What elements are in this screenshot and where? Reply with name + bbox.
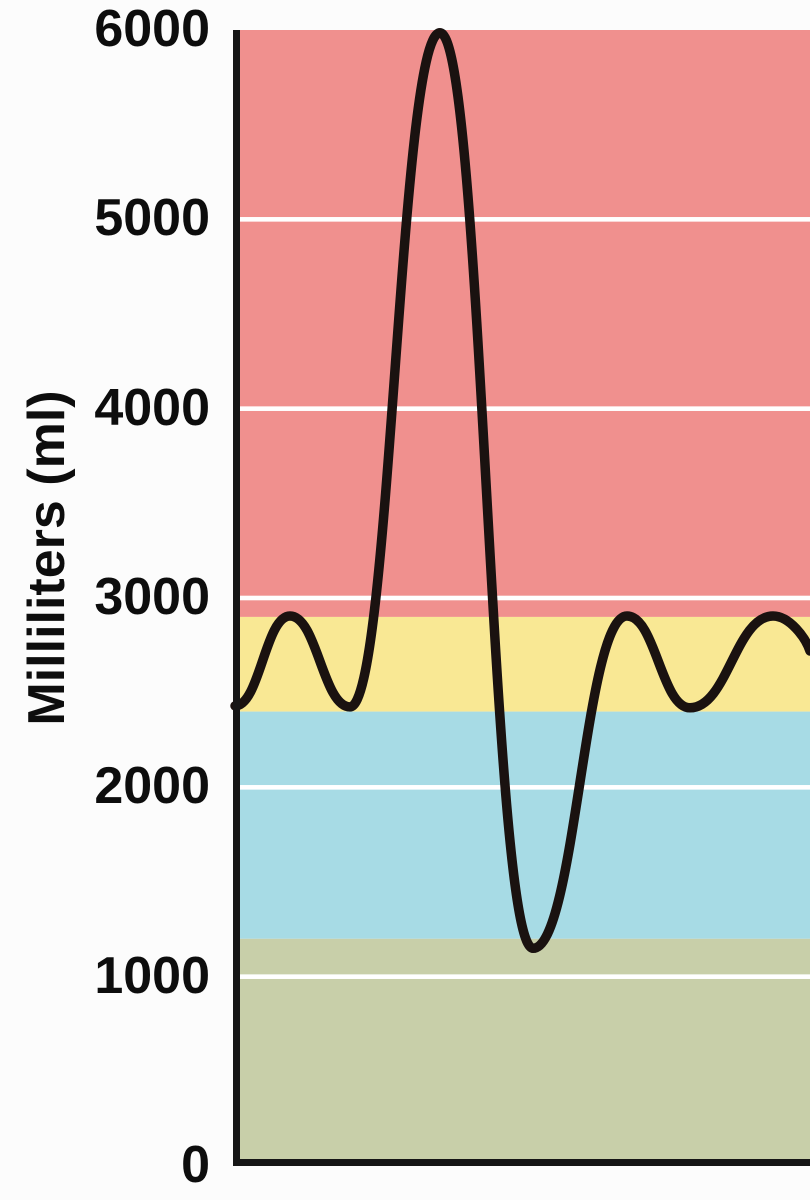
y-tick-label-5000: 5000 <box>94 189 210 248</box>
gridline-2000 <box>233 785 810 790</box>
y-tick-label-2000: 2000 <box>94 757 210 816</box>
red-band <box>233 30 810 617</box>
gridline-5000 <box>233 217 810 222</box>
y-tick-label-1000: 1000 <box>94 946 210 1005</box>
y-tick-label-4000: 4000 <box>94 378 210 437</box>
plot-area <box>230 28 810 1166</box>
gridline-4000 <box>233 406 810 411</box>
y-tick-label-6000: 6000 <box>94 0 210 58</box>
y-tick-label-0: 0 <box>181 1135 210 1194</box>
gridline-1000 <box>233 974 810 979</box>
green-band <box>233 938 810 1166</box>
x-axis-line <box>233 1159 810 1166</box>
gridline-3000 <box>233 595 810 601</box>
y-axis-title: Milliliters (ml) <box>18 390 76 726</box>
breathing-volume-trace <box>230 28 810 954</box>
y-axis-line <box>233 30 240 1166</box>
y-tick-label-3000: 3000 <box>94 567 210 626</box>
